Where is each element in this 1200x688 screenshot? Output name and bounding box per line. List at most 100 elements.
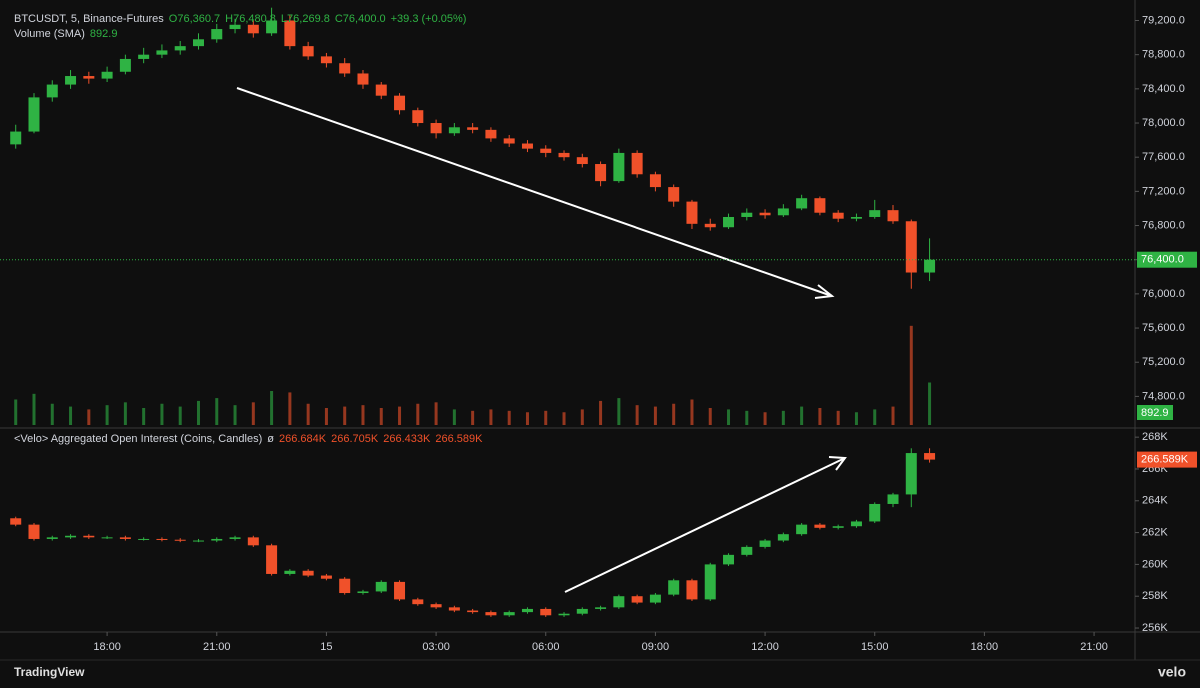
candle-body bbox=[503, 138, 515, 144]
volume-bar bbox=[105, 405, 109, 425]
x-tick-label: 18:00 bbox=[93, 641, 121, 653]
candle-body bbox=[46, 537, 58, 539]
volume-bar bbox=[361, 405, 365, 425]
y-tick-label: 77,600.0 bbox=[1142, 151, 1185, 163]
candle-body bbox=[412, 599, 424, 605]
candle-body bbox=[850, 521, 862, 527]
volume-bar bbox=[836, 410, 840, 425]
candle-body bbox=[302, 570, 314, 576]
candle-body bbox=[138, 54, 150, 59]
oi-close: 266.589K bbox=[435, 433, 483, 445]
annotation-arrow bbox=[236, 87, 847, 593]
candle-body bbox=[631, 596, 643, 603]
candle-body bbox=[394, 95, 406, 111]
volume-bar bbox=[233, 405, 237, 425]
volume-bar bbox=[178, 406, 182, 425]
volume-bar bbox=[379, 408, 383, 425]
candle-body bbox=[430, 123, 442, 134]
volume-bar bbox=[288, 392, 292, 425]
candle-body bbox=[686, 580, 698, 600]
y-tick-label: 256K bbox=[1142, 622, 1168, 634]
last-price-label: 76,400.0 bbox=[1141, 254, 1184, 266]
volume-bar bbox=[215, 398, 219, 425]
candle-body bbox=[320, 56, 332, 64]
volume-bar bbox=[343, 406, 347, 425]
candle-body bbox=[814, 198, 826, 213]
volume-title: Volume (SMA) bbox=[14, 28, 85, 40]
candle-body bbox=[448, 607, 460, 611]
candle-body bbox=[284, 570, 296, 574]
candle-body bbox=[521, 608, 533, 613]
candle-body bbox=[28, 524, 40, 539]
volume-bar bbox=[306, 403, 310, 425]
candle-body bbox=[869, 503, 881, 522]
candle-body bbox=[65, 76, 77, 85]
ohlc-close: C76,400.0 bbox=[334, 13, 386, 25]
candle-body bbox=[869, 210, 881, 217]
candle-body bbox=[412, 110, 424, 124]
candle-body bbox=[558, 613, 570, 616]
volume-bar bbox=[781, 410, 785, 425]
volume-bar bbox=[708, 408, 712, 425]
y-tick-label: 78,400.0 bbox=[1142, 83, 1185, 95]
candle-body bbox=[174, 539, 186, 541]
candle-body bbox=[229, 24, 241, 30]
candle-body bbox=[613, 596, 625, 608]
candle-body bbox=[887, 210, 899, 222]
volume-bar bbox=[599, 400, 603, 425]
x-tick-label: 18:00 bbox=[971, 641, 999, 653]
volume-bar bbox=[544, 410, 548, 425]
volume-bar bbox=[891, 406, 895, 425]
oi-low: 266.433K bbox=[383, 433, 431, 445]
candle-body bbox=[850, 216, 862, 219]
candle-body bbox=[595, 607, 607, 609]
candle-body bbox=[119, 58, 131, 72]
candle-body bbox=[905, 221, 917, 273]
candle-body bbox=[924, 453, 936, 460]
volume-bar bbox=[32, 393, 36, 425]
candle-body bbox=[686, 201, 698, 224]
candle-body bbox=[375, 84, 387, 96]
volume-bar bbox=[160, 403, 164, 425]
candle-body bbox=[613, 152, 625, 182]
candle-body bbox=[10, 131, 22, 145]
candle-body bbox=[796, 198, 808, 209]
candle-body bbox=[777, 534, 789, 541]
candle-body bbox=[887, 494, 899, 504]
candle-body bbox=[448, 127, 460, 134]
last-price-box bbox=[1137, 251, 1197, 268]
candle-body bbox=[46, 84, 58, 98]
volume-bar bbox=[251, 402, 255, 425]
ohlc-low: L76,269.8 bbox=[280, 13, 330, 25]
volume-bar bbox=[452, 409, 456, 425]
candle-body bbox=[339, 63, 351, 74]
candle-body bbox=[156, 538, 168, 540]
candle-body bbox=[192, 39, 204, 47]
y-tick-label: 79,200.0 bbox=[1142, 14, 1185, 26]
candle-body bbox=[521, 143, 533, 149]
y-tick-label: 262K bbox=[1142, 526, 1168, 538]
volume-sma: 892.9 bbox=[89, 28, 118, 40]
volume-bar bbox=[123, 402, 127, 425]
candle-body bbox=[723, 554, 735, 565]
volume-bar bbox=[873, 409, 877, 425]
candle-body bbox=[540, 148, 552, 153]
candle-body bbox=[192, 540, 204, 542]
volume-sma-label: 892.9 bbox=[1141, 407, 1169, 419]
candle-body bbox=[576, 157, 588, 165]
volume-bar bbox=[745, 410, 749, 425]
volume-sma-box bbox=[1137, 405, 1173, 420]
volume-bar bbox=[800, 406, 804, 425]
volume-bar bbox=[525, 412, 529, 425]
footer-logo: velo bbox=[1158, 664, 1186, 680]
candle-body bbox=[467, 610, 479, 613]
candle-body bbox=[576, 608, 588, 614]
candle-body bbox=[156, 50, 168, 55]
candle-body bbox=[704, 564, 716, 600]
candle-body bbox=[796, 524, 808, 535]
candle-body bbox=[247, 24, 259, 34]
ohlc-open: O76,360.7 bbox=[168, 13, 221, 25]
candle-body bbox=[302, 46, 314, 57]
candle-body bbox=[284, 20, 296, 47]
